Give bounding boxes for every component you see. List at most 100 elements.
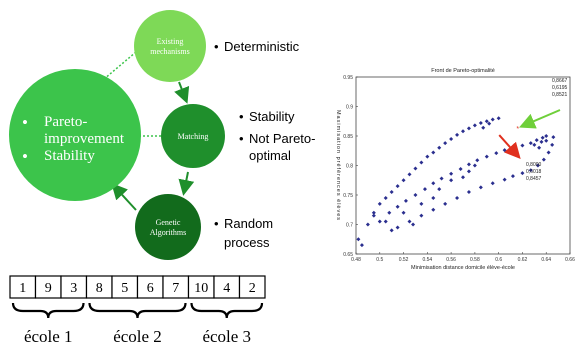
annotation-optimal: optimal xyxy=(249,148,291,163)
data-point xyxy=(544,134,549,138)
data-point xyxy=(478,121,483,126)
data-point xyxy=(455,132,460,137)
data-point xyxy=(419,160,424,165)
data-point xyxy=(487,121,492,126)
data-point xyxy=(540,135,545,140)
data-point xyxy=(422,187,427,192)
arrow-matching-to-genetic xyxy=(178,171,195,196)
data-point xyxy=(466,126,471,131)
data-point xyxy=(541,157,546,162)
annotation-bullet-existing: • xyxy=(214,39,219,54)
data-point xyxy=(532,142,537,147)
x-axis-label: Minimisation distance domicile élève-éco… xyxy=(411,265,515,271)
data-point xyxy=(437,145,442,150)
genetic-label-line1: Genetic xyxy=(156,218,181,227)
y-tick-label: 0.7 xyxy=(346,223,353,229)
array-cell-value: 6 xyxy=(147,281,154,296)
group-label: école 3 xyxy=(202,327,251,346)
data-point xyxy=(466,169,471,174)
x-tick-label: 0.54 xyxy=(422,257,432,263)
data-point xyxy=(437,187,442,192)
y-tick-label: 0.9 xyxy=(346,105,353,111)
data-point xyxy=(520,171,525,176)
array-cell-value: 3 xyxy=(70,281,77,296)
data-point xyxy=(490,181,495,186)
x-tick-label: 0.64 xyxy=(541,257,551,263)
array-cell-value: 7 xyxy=(172,281,179,296)
data-point xyxy=(387,210,392,215)
highlight-value-label: 0,8000 xyxy=(526,162,542,168)
highlight-value-label: 0,8457 xyxy=(526,176,542,182)
data-point xyxy=(484,154,489,159)
annotation-bullet-not-pareto: • xyxy=(239,131,244,146)
x-tick-label: 0.52 xyxy=(399,257,409,263)
data-point xyxy=(359,243,364,248)
array-cell-value: 4 xyxy=(223,281,230,296)
y-tick-label: 0.75 xyxy=(343,193,353,199)
group-brace xyxy=(88,302,187,319)
data-point xyxy=(365,222,370,227)
highlight-arrow-red xyxy=(498,134,521,159)
y-axis-label: Maximisation préférences élèves xyxy=(335,110,341,221)
data-point xyxy=(534,138,539,143)
data-point xyxy=(466,190,471,195)
data-point xyxy=(419,201,424,206)
data-point xyxy=(431,207,436,212)
data-point xyxy=(535,163,540,168)
data-point xyxy=(551,135,556,140)
data-point xyxy=(431,181,436,186)
x-tick-label: 0.6 xyxy=(495,257,502,263)
data-point xyxy=(481,125,486,130)
data-point xyxy=(496,116,501,121)
array-cell-value: 8 xyxy=(96,281,103,296)
highlight-arrow-green xyxy=(519,109,561,129)
data-point xyxy=(419,213,424,218)
highlight-marker: * xyxy=(516,126,519,133)
pareto-item-2: Stability xyxy=(44,148,95,164)
data-point xyxy=(475,158,480,163)
genetic-algorithms-node xyxy=(135,194,201,260)
data-point xyxy=(411,222,416,227)
array-cell xyxy=(238,275,266,299)
data-point xyxy=(425,154,430,159)
x-tick-label: 0.58 xyxy=(470,257,480,263)
data-point xyxy=(395,225,400,230)
annotation-deterministic: Deterministic xyxy=(224,39,300,54)
data-point xyxy=(478,185,483,190)
annotation-random: Random xyxy=(224,216,273,231)
array-cell-value: 2 xyxy=(249,281,256,296)
data-point xyxy=(401,210,406,215)
data-point xyxy=(539,139,544,144)
y-tick-label: 0.85 xyxy=(343,134,353,140)
group-label: école 1 xyxy=(24,327,73,346)
data-point xyxy=(537,145,542,150)
y-tick-label: 0.65 xyxy=(343,252,353,258)
data-point xyxy=(461,129,465,134)
data-point xyxy=(377,201,382,206)
data-point xyxy=(443,141,448,146)
data-point xyxy=(407,172,412,177)
data-point xyxy=(356,237,361,242)
x-tick-label: 0.5 xyxy=(376,257,383,263)
data-point xyxy=(502,177,507,182)
dotted-connector-existing-pareto xyxy=(96,51,137,86)
data-point xyxy=(494,151,499,156)
data-point xyxy=(403,198,408,203)
existing-mechanisms-node xyxy=(134,10,206,82)
array-cell-value: 5 xyxy=(121,281,128,296)
annotation-bullet-random: • xyxy=(214,216,219,231)
existing-label-line1: Existing xyxy=(157,37,184,46)
data-point xyxy=(528,141,533,146)
data-point xyxy=(407,219,412,224)
data-point xyxy=(413,166,418,171)
data-point xyxy=(413,193,418,197)
data-point xyxy=(449,171,454,176)
chart-title: Front de Pareto-optimalité xyxy=(431,68,495,74)
plot-area xyxy=(355,76,571,255)
data-point xyxy=(377,219,382,224)
highlight-value-label: 0,8521 xyxy=(552,92,568,98)
array-cell-value: 1 xyxy=(19,281,26,296)
group-brace xyxy=(11,302,85,319)
data-point xyxy=(389,228,394,233)
